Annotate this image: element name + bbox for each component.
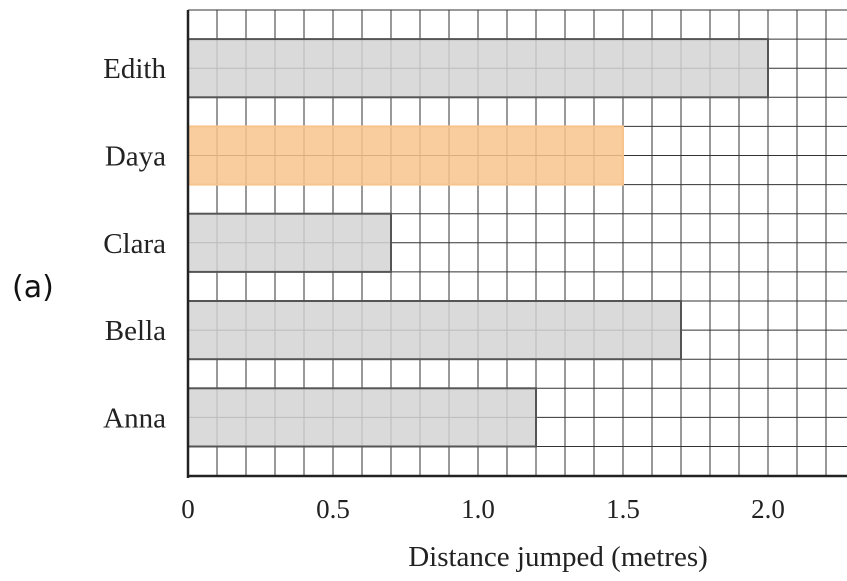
category-label-edith: Edith xyxy=(103,53,166,85)
x-tick-label: 2.0 xyxy=(751,494,785,524)
part-label: (a) xyxy=(12,270,54,305)
category-label-bella: Bella xyxy=(105,315,166,347)
bar-edith xyxy=(187,38,769,99)
bar-bella xyxy=(187,300,682,361)
x-axis-title: Distance jumped (metres) xyxy=(408,541,708,573)
x-tick-label: 0 xyxy=(181,494,195,524)
x-tick-label: 1.0 xyxy=(461,494,495,524)
category-label-daya: Daya xyxy=(105,141,166,173)
label-layer: Edith Daya Clara Bella Anna 0 0.5 1.0 1.5 2.0 Dist… xyxy=(103,53,785,573)
axis-layer xyxy=(186,10,847,478)
bar-layer xyxy=(187,38,769,448)
bar-clara xyxy=(187,212,392,273)
bar-anna xyxy=(187,387,537,448)
x-tick-label: 0.5 xyxy=(316,494,350,524)
bar-daya xyxy=(187,125,624,186)
x-tick-label: 1.5 xyxy=(606,494,640,524)
category-label-anna: Anna xyxy=(103,402,166,434)
category-label-clara: Clara xyxy=(103,228,166,260)
